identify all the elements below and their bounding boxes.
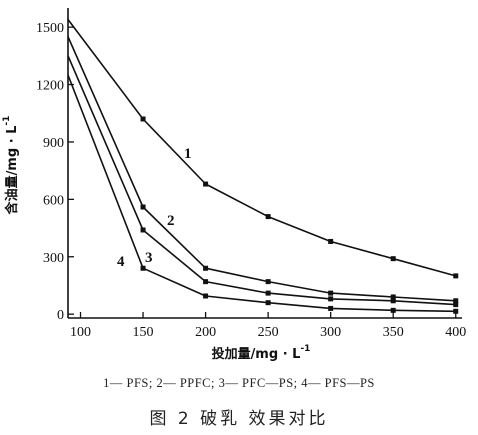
x-tick-label: 400 xyxy=(445,325,466,340)
y-tick-label: 900 xyxy=(43,136,64,151)
axes: 100 150 200 250 300 350 400 0 300 600 900 1200 1500 投… xyxy=(2,8,466,362)
x-axis-title: 投加量/mg · L-1 xyxy=(212,344,311,362)
y-axis-title: 含油量/mg · L-1 xyxy=(2,116,20,216)
data-point-series-2 xyxy=(203,265,209,271)
data-point-series-1 xyxy=(203,181,209,187)
data-point-series-2 xyxy=(453,298,459,304)
y-tick-label: 0 xyxy=(57,308,64,323)
data-point-series-3 xyxy=(265,290,271,296)
data-point-series-3 xyxy=(453,302,459,308)
data-point-series-3 xyxy=(203,279,209,285)
data-point-series-4 xyxy=(203,293,209,299)
y-tick-label: 300 xyxy=(43,251,64,266)
data-point-series-3 xyxy=(328,296,334,302)
legend-text: 1— PFS; 2— PPFC; 3— PFC—PS; 4— PFS—PS xyxy=(103,376,375,390)
labels-layer: 1 2 3 4 xyxy=(117,146,192,270)
data-point-series-4 xyxy=(328,305,334,311)
data-point-series-2 xyxy=(328,290,334,296)
series-line-1 xyxy=(67,19,456,277)
data-point-series-4 xyxy=(453,308,459,314)
line-chart: 100 150 200 250 300 350 400 0 300 600 900 1200 1500 投… xyxy=(2,8,466,362)
data-point-series-4 xyxy=(265,300,271,306)
x-tick-label: 350 xyxy=(383,325,404,340)
x-tick-label: 200 xyxy=(195,325,216,340)
x-tick-label: 100 xyxy=(70,325,91,340)
series-label-2: 2 xyxy=(167,213,175,229)
series-label-4: 4 xyxy=(117,254,125,270)
series-line-2 xyxy=(67,36,456,302)
data-point-series-2 xyxy=(390,294,396,300)
y-tick-label: 1500 xyxy=(36,21,64,36)
data-point-series-1 xyxy=(140,116,146,122)
x-tick-label: 250 xyxy=(258,325,279,340)
data-point-series-3 xyxy=(390,298,396,304)
data-point-series-4 xyxy=(140,265,146,271)
data-point-series-4 xyxy=(390,307,396,313)
data-point-series-2 xyxy=(140,204,146,210)
y-tick-label: 1200 xyxy=(36,79,64,94)
data-point-series-2 xyxy=(265,279,271,285)
data-point-series-1 xyxy=(390,256,396,262)
figure-caption: 图 2 破乳 效果对比 xyxy=(149,409,329,429)
data-point-series-1 xyxy=(453,273,459,279)
x-tick-label: 150 xyxy=(133,325,154,340)
y-tick-label: 600 xyxy=(43,193,64,208)
x-tick-label: 300 xyxy=(320,325,341,340)
data-point-series-1 xyxy=(328,238,334,244)
series-label-3: 3 xyxy=(145,250,153,266)
series-layer xyxy=(67,19,459,314)
series-label-1: 1 xyxy=(184,146,192,162)
data-point-series-1 xyxy=(265,214,271,220)
series-line-4 xyxy=(67,74,456,313)
data-point-series-3 xyxy=(140,227,146,233)
series-line-3 xyxy=(67,55,456,306)
